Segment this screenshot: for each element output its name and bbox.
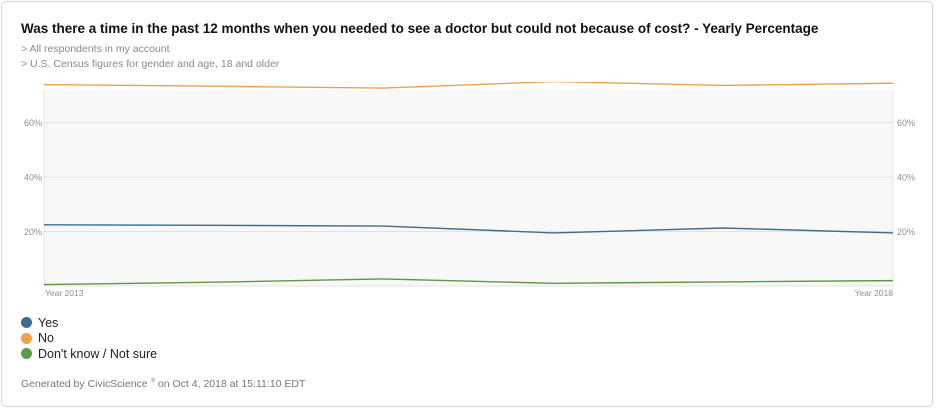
y-tick-label-left-40: 40% bbox=[24, 173, 42, 183]
legend-swatch-unsure bbox=[21, 348, 32, 360]
series-line-yes bbox=[43, 224, 894, 234]
legend-swatch-yes bbox=[21, 317, 32, 329]
filter-respondents: > All respondents in my account bbox=[21, 43, 170, 55]
y-tick-label-right-40: 40% bbox=[897, 173, 915, 183]
x-tick-label-first: Year 2013 bbox=[45, 288, 84, 298]
footer: Generated by CivicScience ® on Oct 4, 20… bbox=[21, 378, 305, 390]
line-chart: 20% 20% 40% 40% 60% 60% Year 2013 Year 2018 bbox=[24, 82, 915, 298]
y-tick-label-right-20: 20% bbox=[897, 227, 915, 237]
plot-background bbox=[44, 90, 893, 286]
legend-item-no[interactable]: No bbox=[21, 331, 157, 347]
legend-item-yes[interactable]: Yes bbox=[21, 315, 157, 331]
footer-generated-by: Generated by CivicScience bbox=[21, 378, 148, 390]
y-tick-label-left-20: 20% bbox=[24, 227, 42, 237]
y-tick-label-left-60: 60% bbox=[24, 118, 42, 128]
chart-title: Was there a time in the past 12 months w… bbox=[21, 21, 819, 36]
footer-timestamp: on Oct 4, 2018 at 15:11:10 EDT bbox=[155, 378, 306, 390]
series-line-no bbox=[43, 82, 894, 89]
legend: Yes No Don't know / Not sure bbox=[21, 315, 157, 362]
x-tick-label-last: Year 2018 bbox=[855, 288, 894, 298]
legend-label-unsure: Don't know / Not sure bbox=[38, 346, 158, 361]
registered-mark: ® bbox=[150, 378, 155, 385]
legend-swatch-no bbox=[21, 332, 32, 344]
filter-weighting: > U.S. Census figures for gender and age… bbox=[21, 58, 280, 70]
series-line-unsure bbox=[43, 278, 894, 286]
legend-label-yes: Yes bbox=[38, 315, 59, 330]
legend-label-no: No bbox=[38, 331, 54, 346]
y-tick-label-right-60: 60% bbox=[897, 118, 915, 128]
legend-item-unsure[interactable]: Don't know / Not sure bbox=[21, 346, 157, 362]
